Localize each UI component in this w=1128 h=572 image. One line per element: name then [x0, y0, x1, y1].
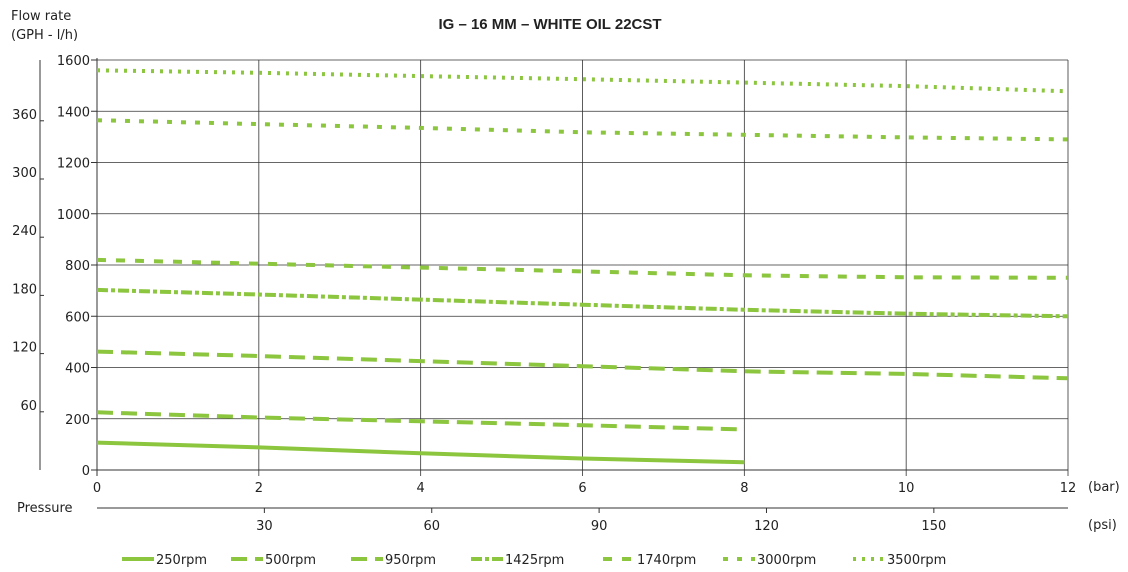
y-tick-label-gph: 240	[12, 224, 37, 239]
chart-tick-labels: 0 200 400 600 800 1000 1200 1400 1600 0 2 4 6 8 10 12 60…	[12, 54, 1076, 534]
x-tick-label-bar: 12	[1060, 481, 1077, 496]
y-tick-label-lh: 0	[82, 464, 90, 479]
x-tick-label-psi: 90	[591, 519, 608, 534]
series-line-1425-rpm	[96, 287, 1069, 319]
y-tick-label-lh: 1600	[57, 54, 90, 69]
y-tick-label-lh: 400	[65, 362, 90, 377]
chart-legend: 250rpm 500rpm 950rpm 1425rpm 1740rpm 3000rpm 3…	[122, 553, 946, 568]
y-tick-label-gph: 120	[12, 341, 37, 356]
y-tick-label-lh: 600	[65, 310, 90, 325]
y-tick-label-gph: 360	[12, 108, 37, 123]
chart-axes	[39, 58, 1068, 509]
y-tick-label-gph: 300	[12, 166, 37, 181]
x-tick-label-psi: 150	[921, 519, 946, 534]
x-tick-label-psi: 120	[754, 519, 779, 534]
x-unit-psi: (psi)	[1088, 518, 1117, 533]
y-tick-label-lh: 800	[65, 259, 90, 274]
chart-grid	[97, 59, 1069, 476]
y-tick-label-lh: 1000	[57, 208, 90, 223]
y-axis-label-line1: Flow rate	[11, 9, 71, 24]
y-tick-label-gph: 60	[20, 399, 37, 414]
x-tick-label-bar: 2	[255, 481, 263, 496]
x-tick-label-bar: 8	[740, 481, 748, 496]
series-line-500-rpm	[96, 410, 745, 432]
legend-label-250: 250rpm	[156, 553, 207, 568]
series-line-250-rpm	[96, 440, 745, 465]
y-tick-label-lh: 1200	[57, 157, 90, 172]
chart-title: IG – 16 MM – WHITE OIL 22CST	[438, 16, 661, 33]
x-tick-label-bar: 10	[898, 481, 915, 496]
legend-label-500: 500rpm	[265, 553, 316, 568]
x-tick-label-bar: 4	[417, 481, 425, 496]
x-tick-label-bar: 6	[578, 481, 586, 496]
legend-label-3000: 3000rpm	[757, 553, 816, 568]
legend-label-1425: 1425rpm	[505, 553, 564, 568]
y-axis-label-line2: (GPH - l/h)	[11, 28, 78, 43]
x-tick-label-psi: 30	[256, 519, 273, 534]
x-tick-label-bar: 0	[93, 481, 101, 496]
x-axis-label: Pressure	[17, 501, 73, 516]
y-tick-label-lh: 1400	[57, 105, 90, 120]
y-tick-label-gph: 180	[12, 282, 37, 297]
x-tick-label-psi: 60	[423, 519, 440, 534]
series-line-950-rpm	[96, 349, 1069, 381]
legend-label-1740: 1740rpm	[637, 553, 696, 568]
legend-label-3500: 3500rpm	[887, 553, 946, 568]
y-tick-label-lh: 200	[65, 413, 90, 428]
x-unit-bar: (bar)	[1088, 480, 1120, 495]
legend-label-950: 950rpm	[385, 553, 436, 568]
chart-series	[96, 68, 1069, 465]
